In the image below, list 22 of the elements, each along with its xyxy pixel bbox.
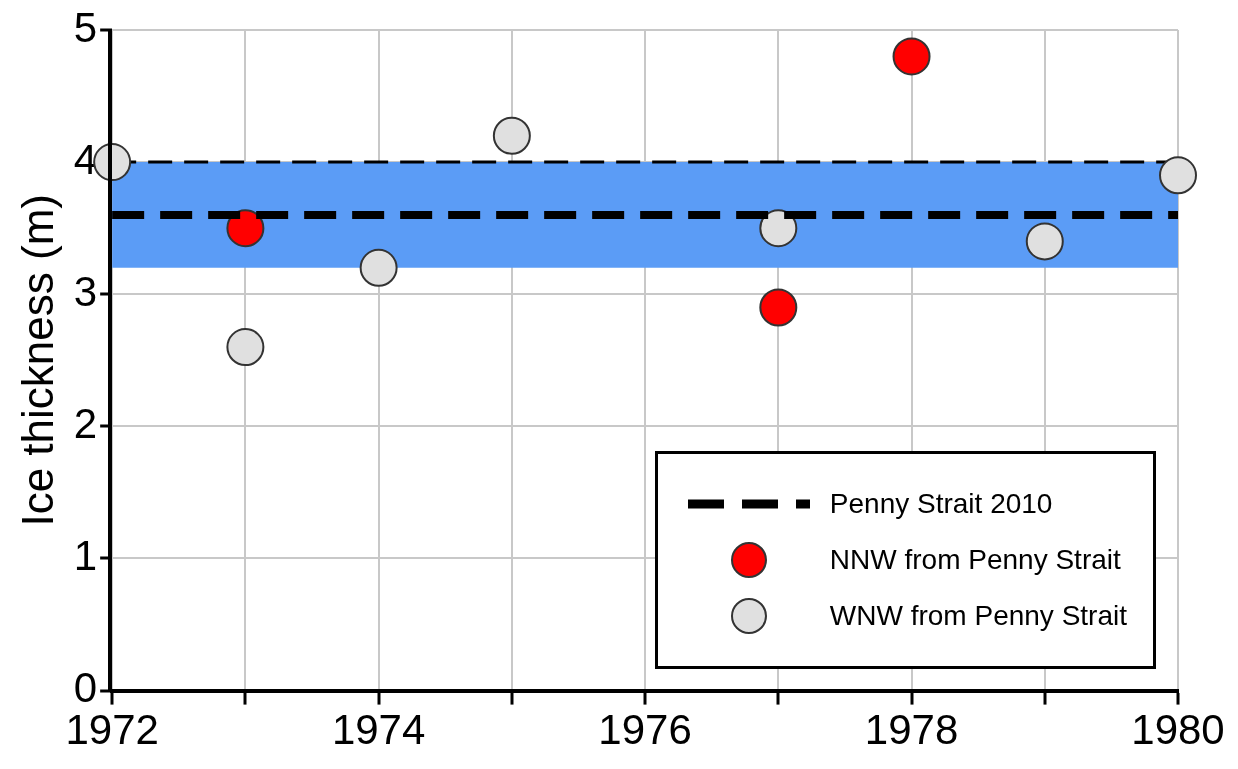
y-tick-label: 4 — [73, 135, 98, 183]
point — [359, 248, 398, 287]
x-tick-label: 1978 — [864, 706, 959, 754]
y-tick-label: 2 — [73, 399, 98, 447]
x-tick-label: 1980 — [1131, 706, 1225, 754]
point — [892, 37, 931, 76]
point — [226, 328, 265, 367]
y-tick-label: 5 — [73, 3, 98, 51]
y-tick-label: 1 — [73, 532, 98, 580]
point — [1159, 156, 1197, 195]
point — [492, 116, 531, 155]
x-tick-label: 1974 — [331, 706, 426, 754]
legend-label: NNW from Penny Strait — [829, 544, 1121, 576]
legend-label: WNW from Penny Strait — [829, 600, 1127, 632]
point — [759, 209, 798, 248]
point — [1025, 222, 1064, 261]
point — [226, 209, 265, 248]
legend-label: Penny Strait 2010 — [829, 488, 1053, 520]
y-tick-label: 3 — [73, 267, 98, 315]
y-axis-title: Ice thickness (m) — [12, 194, 62, 527]
x-tick-label: 1976 — [598, 706, 692, 754]
point — [759, 288, 798, 327]
